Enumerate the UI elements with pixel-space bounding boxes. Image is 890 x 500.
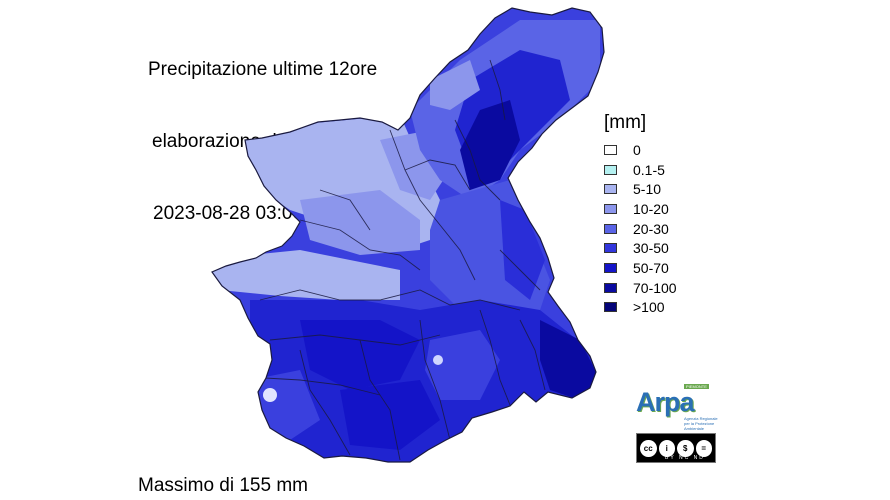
legend-swatch bbox=[604, 302, 617, 313]
legend-swatch bbox=[604, 203, 617, 214]
region-outline bbox=[211, 7, 605, 463]
precipitation-field bbox=[212, 8, 604, 462]
legend-label: 30-50 bbox=[633, 240, 669, 257]
legend-item: 0 bbox=[604, 140, 677, 160]
basin-boundaries bbox=[259, 59, 546, 461]
cc-license-badge: cc i $ = BY NC ND bbox=[636, 433, 716, 463]
legend-title: [mm] bbox=[604, 112, 647, 133]
cc-icon: cc bbox=[639, 438, 658, 458]
legend-swatch bbox=[604, 243, 617, 254]
legend-item: >100 bbox=[604, 298, 677, 318]
arpa-logo: PIEMONTE Arpa Agenzia Regionale per la P… bbox=[636, 384, 718, 463]
legend-label: 10-20 bbox=[633, 200, 669, 217]
legend-item: 50-70 bbox=[604, 258, 677, 278]
legend-label: 0.1-5 bbox=[633, 161, 665, 178]
legend-item: 0.1-5 bbox=[604, 160, 677, 180]
legend-label: 0 bbox=[633, 141, 641, 158]
logo-brand: Arpa bbox=[636, 387, 695, 417]
nd-icon: = bbox=[694, 438, 713, 458]
by-icon: i bbox=[657, 438, 676, 458]
legend-item: 30-50 bbox=[604, 238, 677, 258]
legend-label: 5-10 bbox=[633, 181, 662, 198]
legend-swatch bbox=[604, 223, 617, 234]
legend-swatch bbox=[604, 262, 617, 273]
legend: [mm] 0 0.1-5 5-10 10-20 20-30 30-50 50-70 70-10… bbox=[604, 112, 677, 317]
legend-label: 70-100 bbox=[633, 279, 677, 296]
legend-swatch bbox=[604, 184, 617, 195]
legend-item: 20-30 bbox=[604, 219, 677, 239]
logo-tag: PIEMONTE bbox=[684, 384, 709, 389]
title-line-1: Precipitazione ultime 12ore bbox=[148, 59, 378, 80]
legend-label: 50-70 bbox=[633, 259, 669, 276]
cc-labels: BY NC ND bbox=[665, 455, 705, 461]
legend-item: 70-100 bbox=[604, 278, 677, 298]
legend-swatch bbox=[604, 164, 617, 175]
legend-swatch bbox=[604, 144, 617, 155]
legend-swatch bbox=[604, 282, 617, 293]
max-precipitation-label: Massimo di 155 mm bbox=[138, 475, 308, 496]
nc-icon: $ bbox=[676, 438, 695, 458]
legend-item: 10-20 bbox=[604, 199, 677, 219]
legend-item: 5-10 bbox=[604, 179, 677, 199]
legend-label: 20-30 bbox=[633, 220, 669, 237]
logo-subtitle: Agenzia Regionale per la Protezione Ambi… bbox=[684, 416, 718, 431]
legend-label: >100 bbox=[633, 299, 665, 316]
